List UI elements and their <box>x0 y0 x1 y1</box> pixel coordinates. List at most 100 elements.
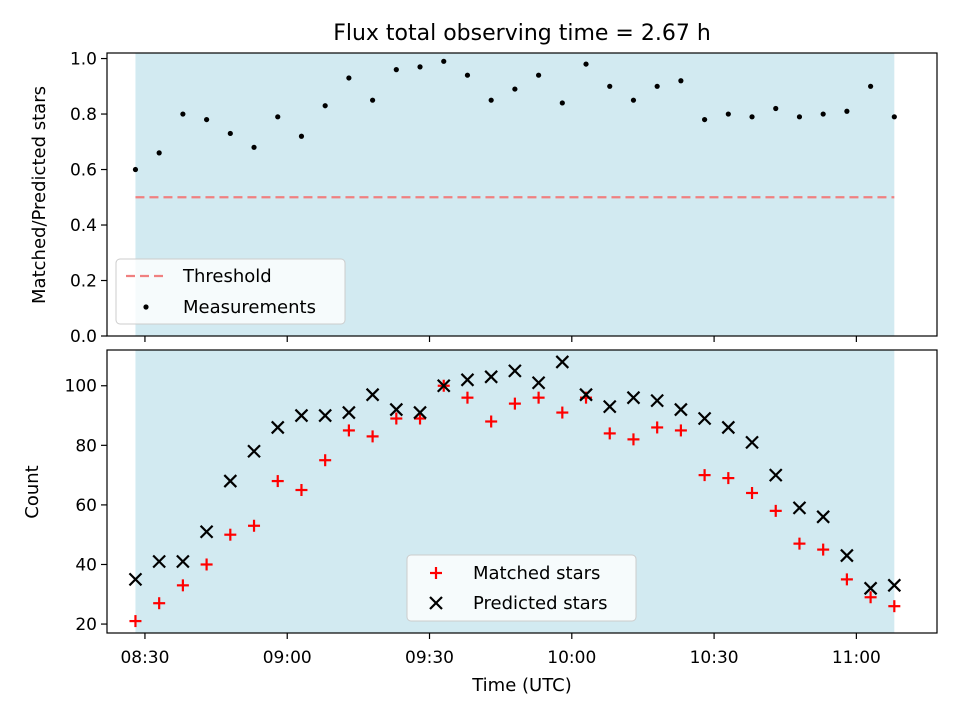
matched-stars-point <box>485 415 498 428</box>
x-tick-label: 10:30 <box>690 648 739 668</box>
matched-stars-point <box>556 406 569 419</box>
predicted-stars-point <box>270 420 285 435</box>
count-legend-box <box>406 554 637 622</box>
predicted-stars-point <box>247 444 261 459</box>
matched-stars-point <box>722 472 735 485</box>
matched-stars-point <box>200 558 213 571</box>
x-axis-label: Time (UTC) <box>471 675 572 696</box>
matched-stars-point <box>651 421 664 434</box>
measurement-point <box>370 97 376 103</box>
predicted-stars-point <box>602 399 617 414</box>
matched-stars-point <box>603 427 616 440</box>
y-tick-label: 100 <box>65 377 97 397</box>
measurement-point <box>251 144 257 150</box>
predicted-stars-point <box>555 355 570 369</box>
matched-stars-point <box>461 391 474 404</box>
measurement-point <box>607 83 613 89</box>
predicted-stars-point <box>887 578 902 593</box>
predicted-stars-point <box>389 402 404 417</box>
measurement-point <box>180 111 186 117</box>
predicted-stars-point <box>176 554 190 569</box>
predicted-stars-point <box>626 390 641 405</box>
predicted-stars-point <box>579 387 593 402</box>
measurement-point <box>512 86 518 92</box>
y-tick-label: 80 <box>75 436 97 456</box>
predicted-stars-point <box>768 468 783 482</box>
predicted-stars-point <box>531 375 546 390</box>
matched-stars-point <box>674 424 687 437</box>
x-tick-label: 09:00 <box>263 648 312 668</box>
measurement-point <box>417 64 423 70</box>
measurement-point <box>702 116 708 123</box>
measurement-point <box>773 105 779 112</box>
matched-stars-point <box>532 391 545 404</box>
measurement-point <box>725 111 731 117</box>
y-tick-label: 1.0 <box>70 50 97 70</box>
predicted-stars-point <box>721 420 736 435</box>
predicted-stars-point <box>436 378 451 393</box>
predicted-stars-point <box>484 370 498 384</box>
predicted-stars-point <box>650 393 664 408</box>
matched-stars-point <box>698 469 711 482</box>
matched-stars-point <box>746 486 759 499</box>
matched-stars-point <box>817 543 830 556</box>
measurement-point <box>868 83 874 89</box>
legend-predicted-label: Predicted stars <box>473 593 607 614</box>
measurement-point <box>275 114 281 120</box>
matched-stars-point <box>129 615 142 628</box>
predicted-stars-point <box>792 501 807 515</box>
matched-stars-point <box>793 537 806 550</box>
predicted-stars-point <box>223 474 238 488</box>
measurement-point <box>346 75 352 81</box>
predicted-stars-point <box>128 572 143 587</box>
y-tick-label: 0.4 <box>70 216 97 236</box>
matched-stars-point <box>888 600 901 613</box>
measurement-point <box>298 133 305 139</box>
predicted-stars-point <box>816 510 830 524</box>
measurement-point <box>630 97 637 103</box>
measurement-point <box>583 61 589 67</box>
predicted-stars-point <box>294 408 309 423</box>
measurement-point <box>559 100 565 106</box>
y-tick-label: 60 <box>75 496 97 516</box>
ratio-plot-frame <box>106 52 938 337</box>
matched-stars-point <box>864 591 877 604</box>
y-tick-label: 20 <box>75 615 97 635</box>
matched-stars-point <box>769 504 782 517</box>
matched-stars-point <box>342 424 355 437</box>
predicted-stars-point <box>863 581 878 596</box>
predicted-stars-point <box>745 435 759 450</box>
measurement-point <box>678 78 684 84</box>
y-tick-label: 0.0 <box>70 327 97 347</box>
ratio-markers <box>132 58 897 173</box>
matched-stars-point <box>319 454 332 467</box>
matched-stars-point <box>508 397 521 410</box>
y-tick-label: 40 <box>75 555 97 575</box>
count-y-axis: 20 40 60 80 100 <box>65 377 107 635</box>
y-tick-label: 0.6 <box>70 161 97 181</box>
ratio-y-axis: 0.0 0.2 0.4 0.6 0.8 1.0 <box>70 50 107 347</box>
measurement-point <box>536 72 542 78</box>
predicted-stars-point <box>152 554 166 569</box>
x-tick-label: 09:30 <box>405 648 454 668</box>
x-tick-label: 08:30 <box>120 648 169 668</box>
measurement-point <box>132 166 139 173</box>
measurement-point <box>488 97 494 103</box>
measurement-point <box>654 83 660 89</box>
predicted-stars-point <box>318 408 332 423</box>
matched-stars-point <box>153 597 166 610</box>
predicted-stars-point <box>508 364 522 378</box>
measurement-point <box>749 114 755 120</box>
measurement-point <box>156 150 162 156</box>
matched-stars-point <box>390 412 403 425</box>
matched-stars-point <box>248 519 261 532</box>
predicted-stars-point <box>199 524 214 539</box>
count-x-axis: 08:30 09:00 09:30 10:00 10:30 11:00 <box>120 633 881 668</box>
ratio-legend: Threshold Measurements <box>115 258 346 325</box>
legend-threshold-label: Threshold <box>182 266 272 287</box>
measurement-point <box>891 114 897 120</box>
count-panel: 20 40 60 80 100 08:30 09:00 09:30 10:00 10:30 11:… <box>22 349 938 696</box>
matched-stars-point <box>176 579 189 592</box>
count-legend: Matched stars Predicted stars <box>406 554 637 622</box>
measurement-point <box>820 111 826 117</box>
